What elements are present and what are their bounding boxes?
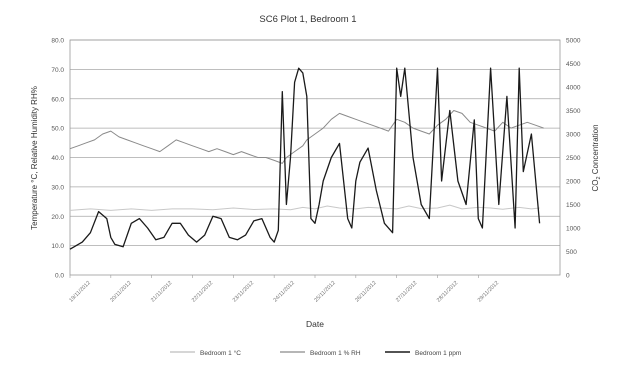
y2-axis-label-main: CO [591,180,600,192]
y2-tick-label: 2000 [566,179,581,186]
legend-label-rh: Bedroom 1 % RH [310,350,361,357]
x-axis-label: Date [306,319,324,329]
y-axis-left: 0.0 10.0 20.0 30.0 40.0 50.0 60.0 70.0 80.0 [51,38,64,280]
legend-label-temp: Bedroom 1 °C [200,349,241,357]
y2-tick-label: 4500 [566,61,581,68]
y2-tick-label: 2500 [566,155,581,162]
y-tick-label: 30.0 [51,184,64,191]
y-tick-label: 10.0 [51,243,64,250]
y2-tick-label: 1000 [566,226,581,233]
y-axis-right: 0 500 1000 1500 2000 2500 3000 3500 4000 4500 5000 [566,38,581,280]
y2-tick-label: 4000 [566,85,581,92]
y2-axis-label: CO2 Concentration [591,124,602,191]
y-tick-label: 50.0 [51,126,64,133]
legend: Bedroom 1 °C Bedroom 1 % RH Bedroom 1 pp… [170,349,461,357]
y-tick-label: 70.0 [51,67,64,74]
y-tick-label: 80.0 [51,38,64,45]
chart-title: SC6 Plot 1, Bedroom 1 [259,14,356,25]
y-tick-label: 40.0 [51,155,64,162]
y2-tick-label: 3000 [566,132,581,139]
legend-item-ppm: Bedroom 1 ppm [385,350,461,357]
y2-tick-label: 0 [566,273,570,280]
series-line-ppm [69,67,541,250]
y-axis-label: Temperature °C, Relative Humidity RH% [30,86,39,230]
legend-label-ppm: Bedroom 1 ppm [415,350,461,357]
series-group [69,67,544,250]
y2-axis-label-rest: Concentration [591,124,600,176]
y2-tick-label: 1500 [566,202,581,209]
legend-item-rh: Bedroom 1 % RH [280,350,361,357]
y-tick-label: 20.0 [51,214,64,221]
y-tick-label: 0.0 [55,273,64,280]
y2-tick-label: 3500 [566,108,581,115]
series-line-rh [69,110,544,164]
legend-item-temp: Bedroom 1 °C [170,349,241,357]
y2-tick-label: 500 [566,249,577,256]
y-tick-label: 60.0 [51,96,64,103]
y2-axis-label-sub: 2 [596,176,602,179]
y2-tick-label: 5000 [566,38,581,45]
